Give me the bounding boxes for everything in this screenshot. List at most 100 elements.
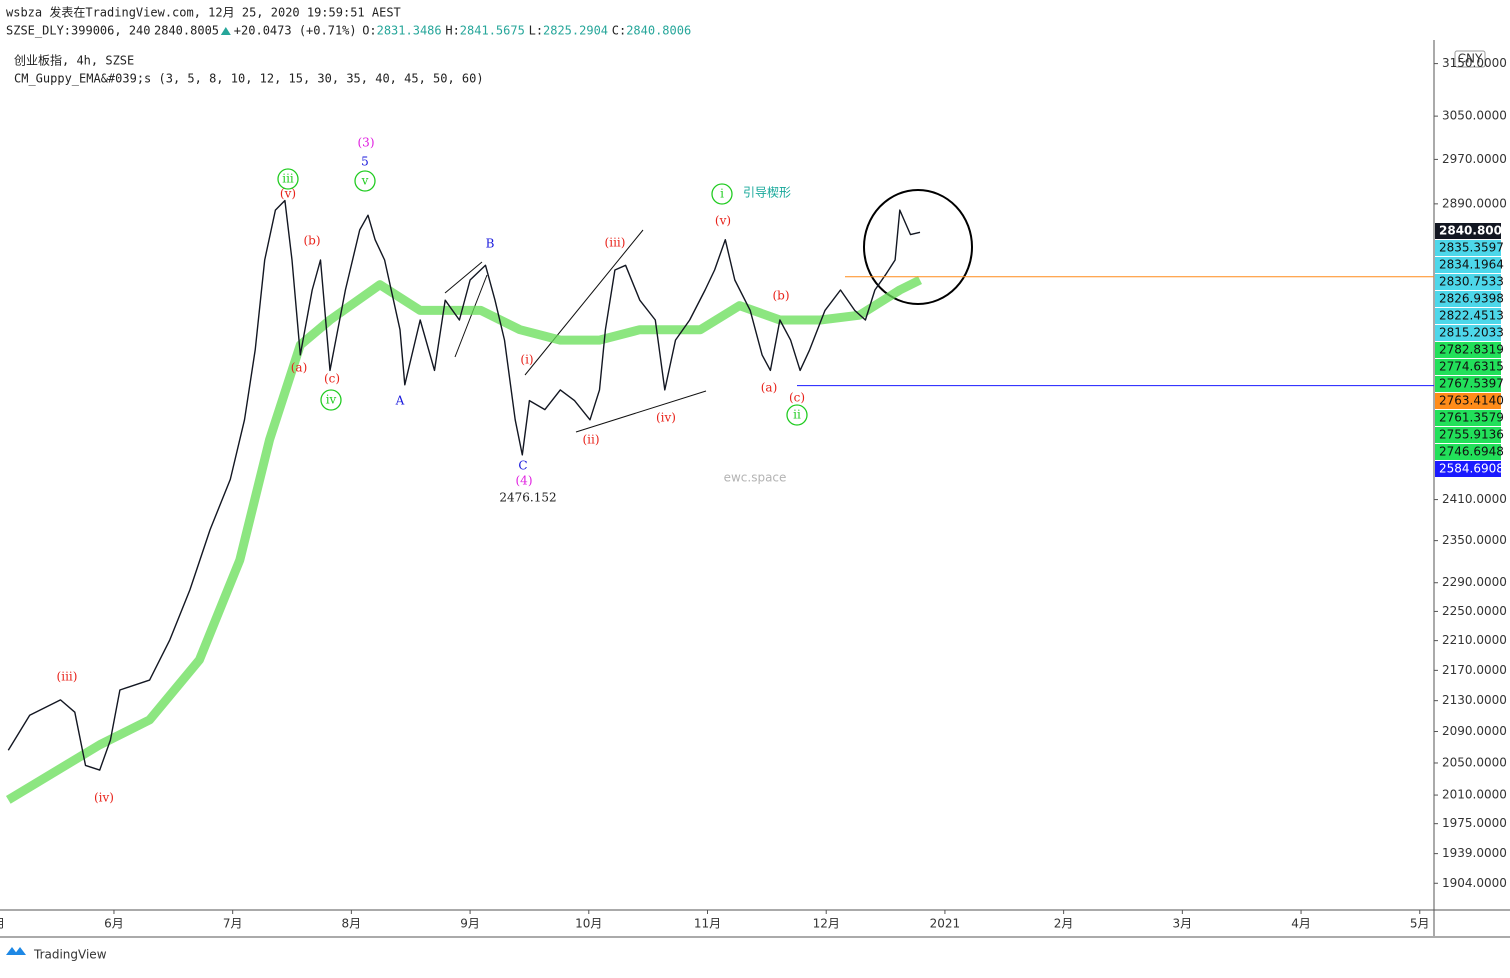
y-tick-label: 2410.0000	[1442, 492, 1507, 506]
price-tag	[1435, 359, 1501, 375]
price-tag	[1435, 308, 1501, 324]
wave-label: C	[518, 459, 527, 473]
y-tick-label: 1939.0000	[1442, 846, 1507, 860]
y-tick-label: 3050.0000	[1442, 109, 1507, 123]
price-tag-label: 2815.2033	[1439, 326, 1504, 340]
y-tick-label: 2970.0000	[1442, 152, 1507, 166]
price-tag-label: 2826.9398	[1439, 292, 1504, 306]
price-tag-label: 2835.3597	[1439, 241, 1504, 255]
wave-label: (b)	[303, 234, 320, 248]
price-tag	[1435, 427, 1501, 443]
trendlines	[444, 229, 707, 433]
plot	[5, 189, 973, 804]
y-tick-label: 1975.0000	[1442, 816, 1507, 830]
wave-label: A	[395, 394, 405, 408]
header-text: 2825.2904	[543, 24, 608, 38]
price-tag	[1435, 393, 1501, 409]
price-tag-label: 2774.6315	[1439, 360, 1504, 374]
x-tick-label: 2021	[930, 917, 961, 931]
highlight-circle	[863, 189, 973, 305]
trendline	[444, 261, 483, 294]
series-line	[5, 275, 922, 804]
x-tick-label: 5月	[0, 917, 5, 931]
wave-label: i	[720, 187, 724, 201]
price-tag	[1435, 444, 1501, 460]
header-text: O:	[362, 24, 376, 38]
y-tick-label: 2290.0000	[1442, 575, 1507, 589]
price-tag-label: 2761.3579	[1439, 411, 1504, 425]
x-tick-label: 10月	[575, 917, 602, 931]
y-tick-label: 2090.0000	[1442, 724, 1507, 738]
y-tick-label: 2210.0000	[1442, 633, 1507, 647]
x-tick-label: 11月	[694, 917, 721, 931]
wave-label: 引导楔形	[743, 186, 791, 200]
annotation-circle	[320, 389, 342, 411]
wave-label: (c)	[324, 372, 340, 386]
header-text: H:	[445, 24, 459, 38]
price-tag-label: 2763.4140	[1439, 394, 1504, 408]
trendline	[524, 229, 644, 376]
currency: CNY	[1458, 52, 1483, 66]
wave-label: (v)	[280, 187, 296, 201]
wave-label: (b)	[772, 289, 789, 303]
y-tick-label: 2050.0000	[1442, 755, 1507, 769]
price-tag	[1435, 376, 1501, 392]
up-arrow	[220, 27, 231, 35]
y-tick-label: 1904.0000	[1442, 876, 1507, 890]
price-tag	[1435, 274, 1501, 290]
wave-label: (ii)	[582, 433, 599, 447]
wave-label: (3)	[358, 136, 375, 150]
price-tag-label: 2746.6948	[1439, 445, 1504, 459]
wave-label: 5	[361, 155, 369, 169]
y-tick-label: 2890.0000	[1442, 196, 1507, 210]
header-text: 2841.5675	[460, 24, 525, 38]
header-text: L:	[529, 24, 543, 38]
price-tag	[1435, 223, 1501, 239]
x-tick-label: 3月	[1173, 917, 1193, 931]
header-text: C:	[612, 24, 626, 38]
y-tick-label: 2130.0000	[1442, 693, 1507, 707]
wave-label: 2476.152	[499, 491, 556, 505]
wave-label: (4)	[516, 474, 533, 488]
price-tag-label: 2782.8319	[1439, 343, 1504, 357]
wave-label: (c)	[789, 391, 805, 405]
trendline	[575, 390, 707, 433]
header-text: +20.0473 (+0.71%)	[234, 24, 357, 38]
logo	[6, 947, 26, 955]
legend-indicator: CM_Guppy_EMA&#039;s (3, 5, 8, 10, 12, 15…	[14, 72, 484, 86]
header-text: SZSE_DLY:399006, 240	[6, 24, 151, 38]
trendline	[454, 274, 488, 358]
y-tick-label: 2010.0000	[1442, 788, 1507, 802]
price-tag-label: 2767.5397	[1439, 377, 1504, 391]
wave-label: iii	[282, 172, 294, 186]
price-tag	[1435, 291, 1501, 307]
price-tag-label: 2840.8006	[1439, 224, 1510, 238]
wave-label: (iii)	[605, 236, 626, 250]
author-line: wsbza 发表在TradingView.com, 12月 25, 2020 1…	[6, 5, 401, 20]
x-tick-label: 6月	[104, 917, 124, 931]
y-tick-label: 2250.0000	[1442, 604, 1507, 618]
header-text: 2840.8005	[154, 24, 219, 38]
x-tick-label: 5月	[1410, 917, 1430, 931]
price-tag	[1435, 257, 1501, 273]
x-tick-label: 4月	[1291, 917, 1311, 931]
wave-label: iv	[326, 393, 337, 407]
annotation-circle	[711, 183, 733, 205]
series-line	[7, 199, 921, 771]
wave-label: v	[361, 174, 369, 188]
annotation-circle	[277, 168, 299, 190]
y-tick-label: 2170.0000	[1442, 663, 1507, 677]
y-tick-label: 3150.0000	[1442, 56, 1507, 70]
price-tag	[1435, 461, 1501, 477]
footer: TradingView	[33, 948, 107, 962]
x-tick-label: 2月	[1054, 917, 1074, 931]
price-tag	[1435, 325, 1501, 341]
y-tick-label: 2350.0000	[1442, 533, 1507, 547]
wave-label: (iv)	[656, 411, 676, 425]
x-tick-label: 9月	[460, 917, 480, 931]
currency-box	[1454, 50, 1486, 68]
wave-label: (v)	[715, 214, 731, 228]
price-tag-label: 2822.4513	[1439, 309, 1504, 323]
